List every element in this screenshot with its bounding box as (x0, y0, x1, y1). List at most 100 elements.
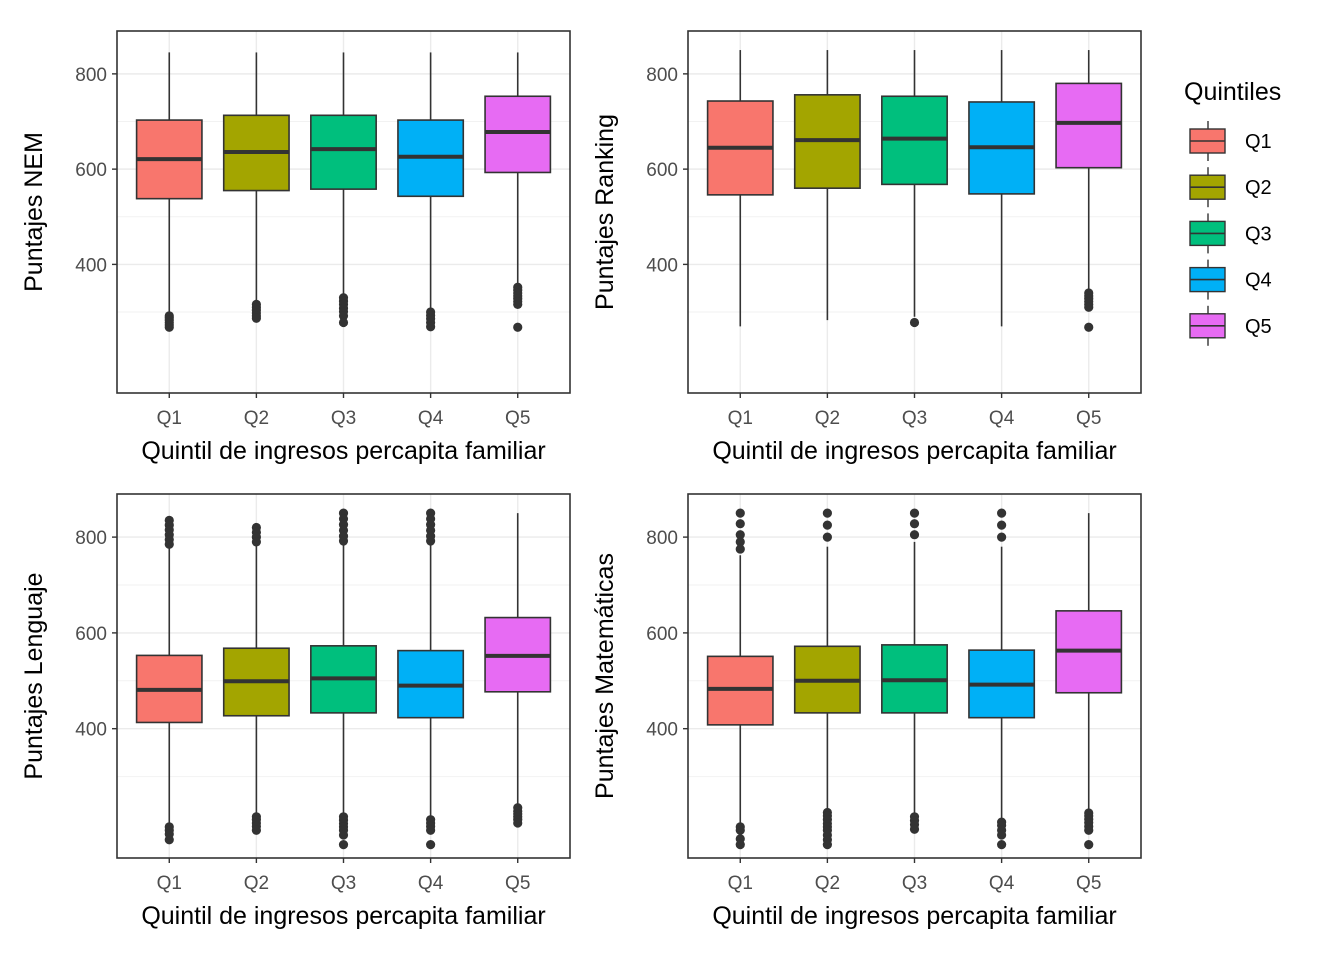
panel-lenguaje: 400 600 800 Q1 Q2 Q3 Q4 Q5 Quintil de ingresos p… (20, 493, 571, 930)
outlier-point (338, 830, 349, 840)
box-q2 (793, 50, 861, 321)
outlier-point (822, 839, 832, 850)
outlier-point (997, 532, 1007, 542)
outlier-point (426, 839, 436, 850)
legend-label: Q4 (1245, 270, 1272, 292)
legend-key-q3: Q3 (1189, 213, 1272, 254)
box-q4 (397, 508, 465, 850)
legend-label: Q1 (1245, 131, 1272, 153)
outlier-point (909, 317, 920, 328)
outlier-point (338, 317, 349, 328)
outlier-point (997, 839, 1007, 850)
outlier-point (1084, 322, 1094, 332)
outlier-point (1084, 302, 1094, 312)
panel-matematicas: 400 600 800 Q1 Q2 Q3 Q4 Q5 Quintil de ingresos p… (591, 493, 1142, 930)
y-tick-label: 600 (75, 624, 107, 645)
outlier-point (338, 839, 349, 850)
outlier-point (251, 537, 261, 547)
x-tick-label: Q4 (418, 873, 444, 894)
box-q2 (222, 52, 290, 323)
legend-key-q1: Q1 (1189, 121, 1272, 161)
y-axis-title: Puntajes Lenguaje (20, 572, 48, 779)
box-q2 (793, 508, 861, 850)
legend-key-q2: Q2 (1189, 167, 1272, 208)
x-tick-label: Q4 (989, 873, 1015, 894)
x-tick-label: Q3 (902, 873, 927, 894)
outlier-point (338, 311, 349, 321)
outlier-point (735, 537, 745, 547)
outlier-point (822, 532, 832, 542)
outlier-point (1084, 825, 1094, 835)
box-q4 (968, 50, 1036, 327)
box-q1 (135, 515, 203, 845)
legend-key-q4: Q4 (1189, 259, 1272, 300)
box-q1 (706, 50, 774, 327)
outlier-point (338, 536, 349, 546)
y-tick-label: 800 (75, 65, 107, 86)
box-iqr (484, 95, 552, 174)
outlier-point (513, 322, 523, 332)
legend-title: Quintiles (1184, 78, 1281, 106)
outlier-point (735, 508, 745, 518)
outlier-point (164, 539, 174, 549)
legend-label: Q3 (1245, 223, 1272, 245)
x-tick-label: Q5 (505, 873, 530, 894)
panel-ranking: 400 600 800 Q1 Q2 Q3 Q4 Q5 Quintil de ingresos p… (591, 30, 1142, 465)
outlier-point (735, 825, 745, 835)
outlier-point (909, 530, 920, 540)
y-tick-label: 600 (646, 624, 678, 645)
outlier-point (513, 818, 523, 828)
outlier-point (1084, 839, 1094, 850)
legend-label: Q5 (1245, 316, 1272, 338)
x-tick-label: Q5 (1076, 408, 1101, 429)
outlier-point (164, 835, 174, 845)
y-axis-title: Puntajes NEM (20, 132, 48, 292)
outlier-point (513, 299, 523, 310)
box-q5 (1055, 513, 1123, 850)
outlier-point (735, 544, 745, 554)
outlier-point (997, 830, 1007, 840)
box-q5 (484, 513, 552, 828)
outlier-point (997, 508, 1007, 518)
y-tick-label: 400 (646, 255, 678, 276)
box-iqr (1055, 82, 1123, 169)
y-tick-label: 400 (75, 255, 107, 276)
box-q1 (706, 508, 774, 850)
x-tick-label: Q3 (331, 873, 356, 894)
y-tick-label: 400 (75, 720, 107, 741)
outlier-point (735, 530, 745, 540)
y-axis-title: Puntajes Matemáticas (591, 553, 619, 799)
x-tick-label: Q5 (1076, 873, 1101, 894)
x-tick-label: Q3 (331, 408, 356, 429)
y-tick-label: 800 (646, 528, 678, 549)
box-q4 (397, 52, 465, 332)
box-q3 (310, 52, 377, 328)
x-tick-label: Q2 (244, 408, 269, 429)
outlier-point (997, 520, 1007, 530)
box-q3 (881, 50, 948, 328)
y-tick-label: 400 (646, 720, 678, 741)
outlier-point (735, 839, 745, 850)
outlier-point (822, 520, 832, 530)
outlier-point (426, 536, 436, 546)
legend-label: Q2 (1245, 177, 1272, 199)
outlier-point (909, 824, 920, 834)
x-tick-label: Q4 (989, 408, 1015, 429)
box-q2 (222, 522, 290, 835)
x-tick-label: Q2 (815, 873, 840, 894)
outlier-point (426, 825, 436, 835)
box-q5 (484, 52, 552, 332)
x-tick-label: Q1 (728, 408, 753, 429)
panel-nem: 400 600 800 Q1 Q2 Q3 Q4 Q5 Quintil de ingresos p… (20, 30, 571, 465)
y-axis-title: Puntajes Ranking (591, 114, 619, 310)
x-tick-label: Q2 (815, 408, 840, 429)
box-q4 (968, 508, 1036, 850)
y-tick-label: 600 (75, 160, 107, 181)
box-q3 (881, 508, 948, 834)
x-tick-label: Q4 (418, 408, 444, 429)
box-iqr (310, 114, 377, 190)
x-axis-title: Quintil de ingresos percapita familiar (712, 437, 1116, 465)
outlier-point (822, 508, 832, 518)
y-tick-label: 800 (646, 65, 678, 86)
